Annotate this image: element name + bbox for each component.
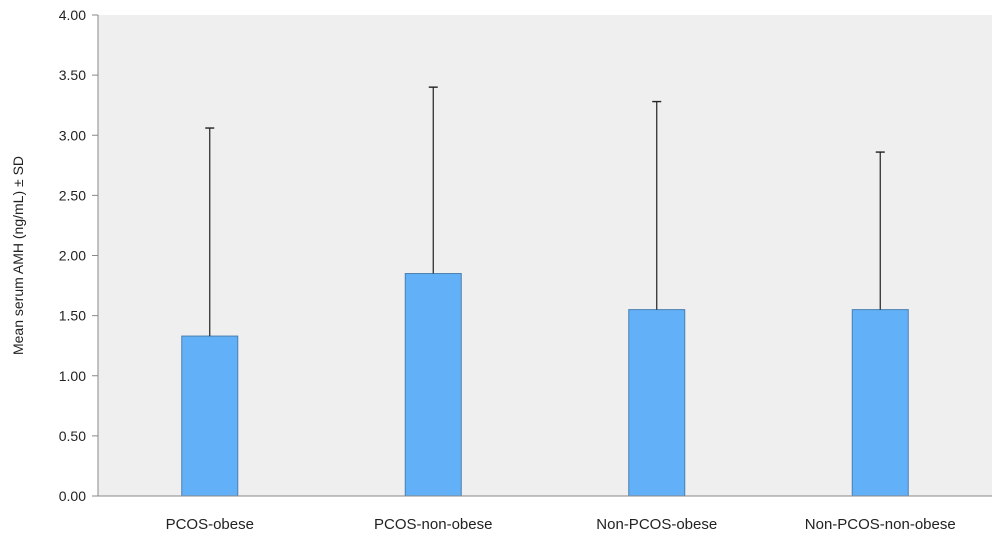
bar: [181, 335, 239, 497]
x-category-label: Non-PCOS-non-obese: [805, 516, 956, 533]
y-axis-title: Mean serum AMH (ng/mL) ± SD: [10, 156, 26, 355]
x-category-label: PCOS-obese: [166, 516, 254, 533]
y-tick-label: 0.00: [59, 488, 86, 504]
plot-area: [98, 15, 992, 496]
x-category-label: PCOS-non-obese: [374, 516, 492, 533]
bar: [404, 273, 462, 497]
y-tick-label: 4.00: [59, 7, 86, 23]
x-axis: PCOS-obese PCOS-non-obese Non-PCOS-obese No…: [166, 516, 956, 533]
y-axis: 0.00 0.50 1.00 1.50 2.00 2.50 3.00 3.50 4.00: [59, 7, 98, 504]
bar-series: [181, 273, 909, 497]
y-tick-label: 1.00: [59, 368, 86, 384]
y-tick-label: 2.00: [59, 248, 86, 264]
bar: [628, 309, 686, 497]
x-category-label: Non-PCOS-obese: [596, 516, 717, 533]
bar: [851, 309, 909, 497]
y-tick-label: 3.00: [59, 127, 86, 143]
y-tick-label: 2.50: [59, 187, 86, 203]
y-tick-label: 1.50: [59, 308, 86, 324]
y-tick-label: 0.50: [59, 428, 86, 444]
error-bars: [205, 86, 885, 337]
y-tick-label: 3.50: [59, 67, 86, 83]
